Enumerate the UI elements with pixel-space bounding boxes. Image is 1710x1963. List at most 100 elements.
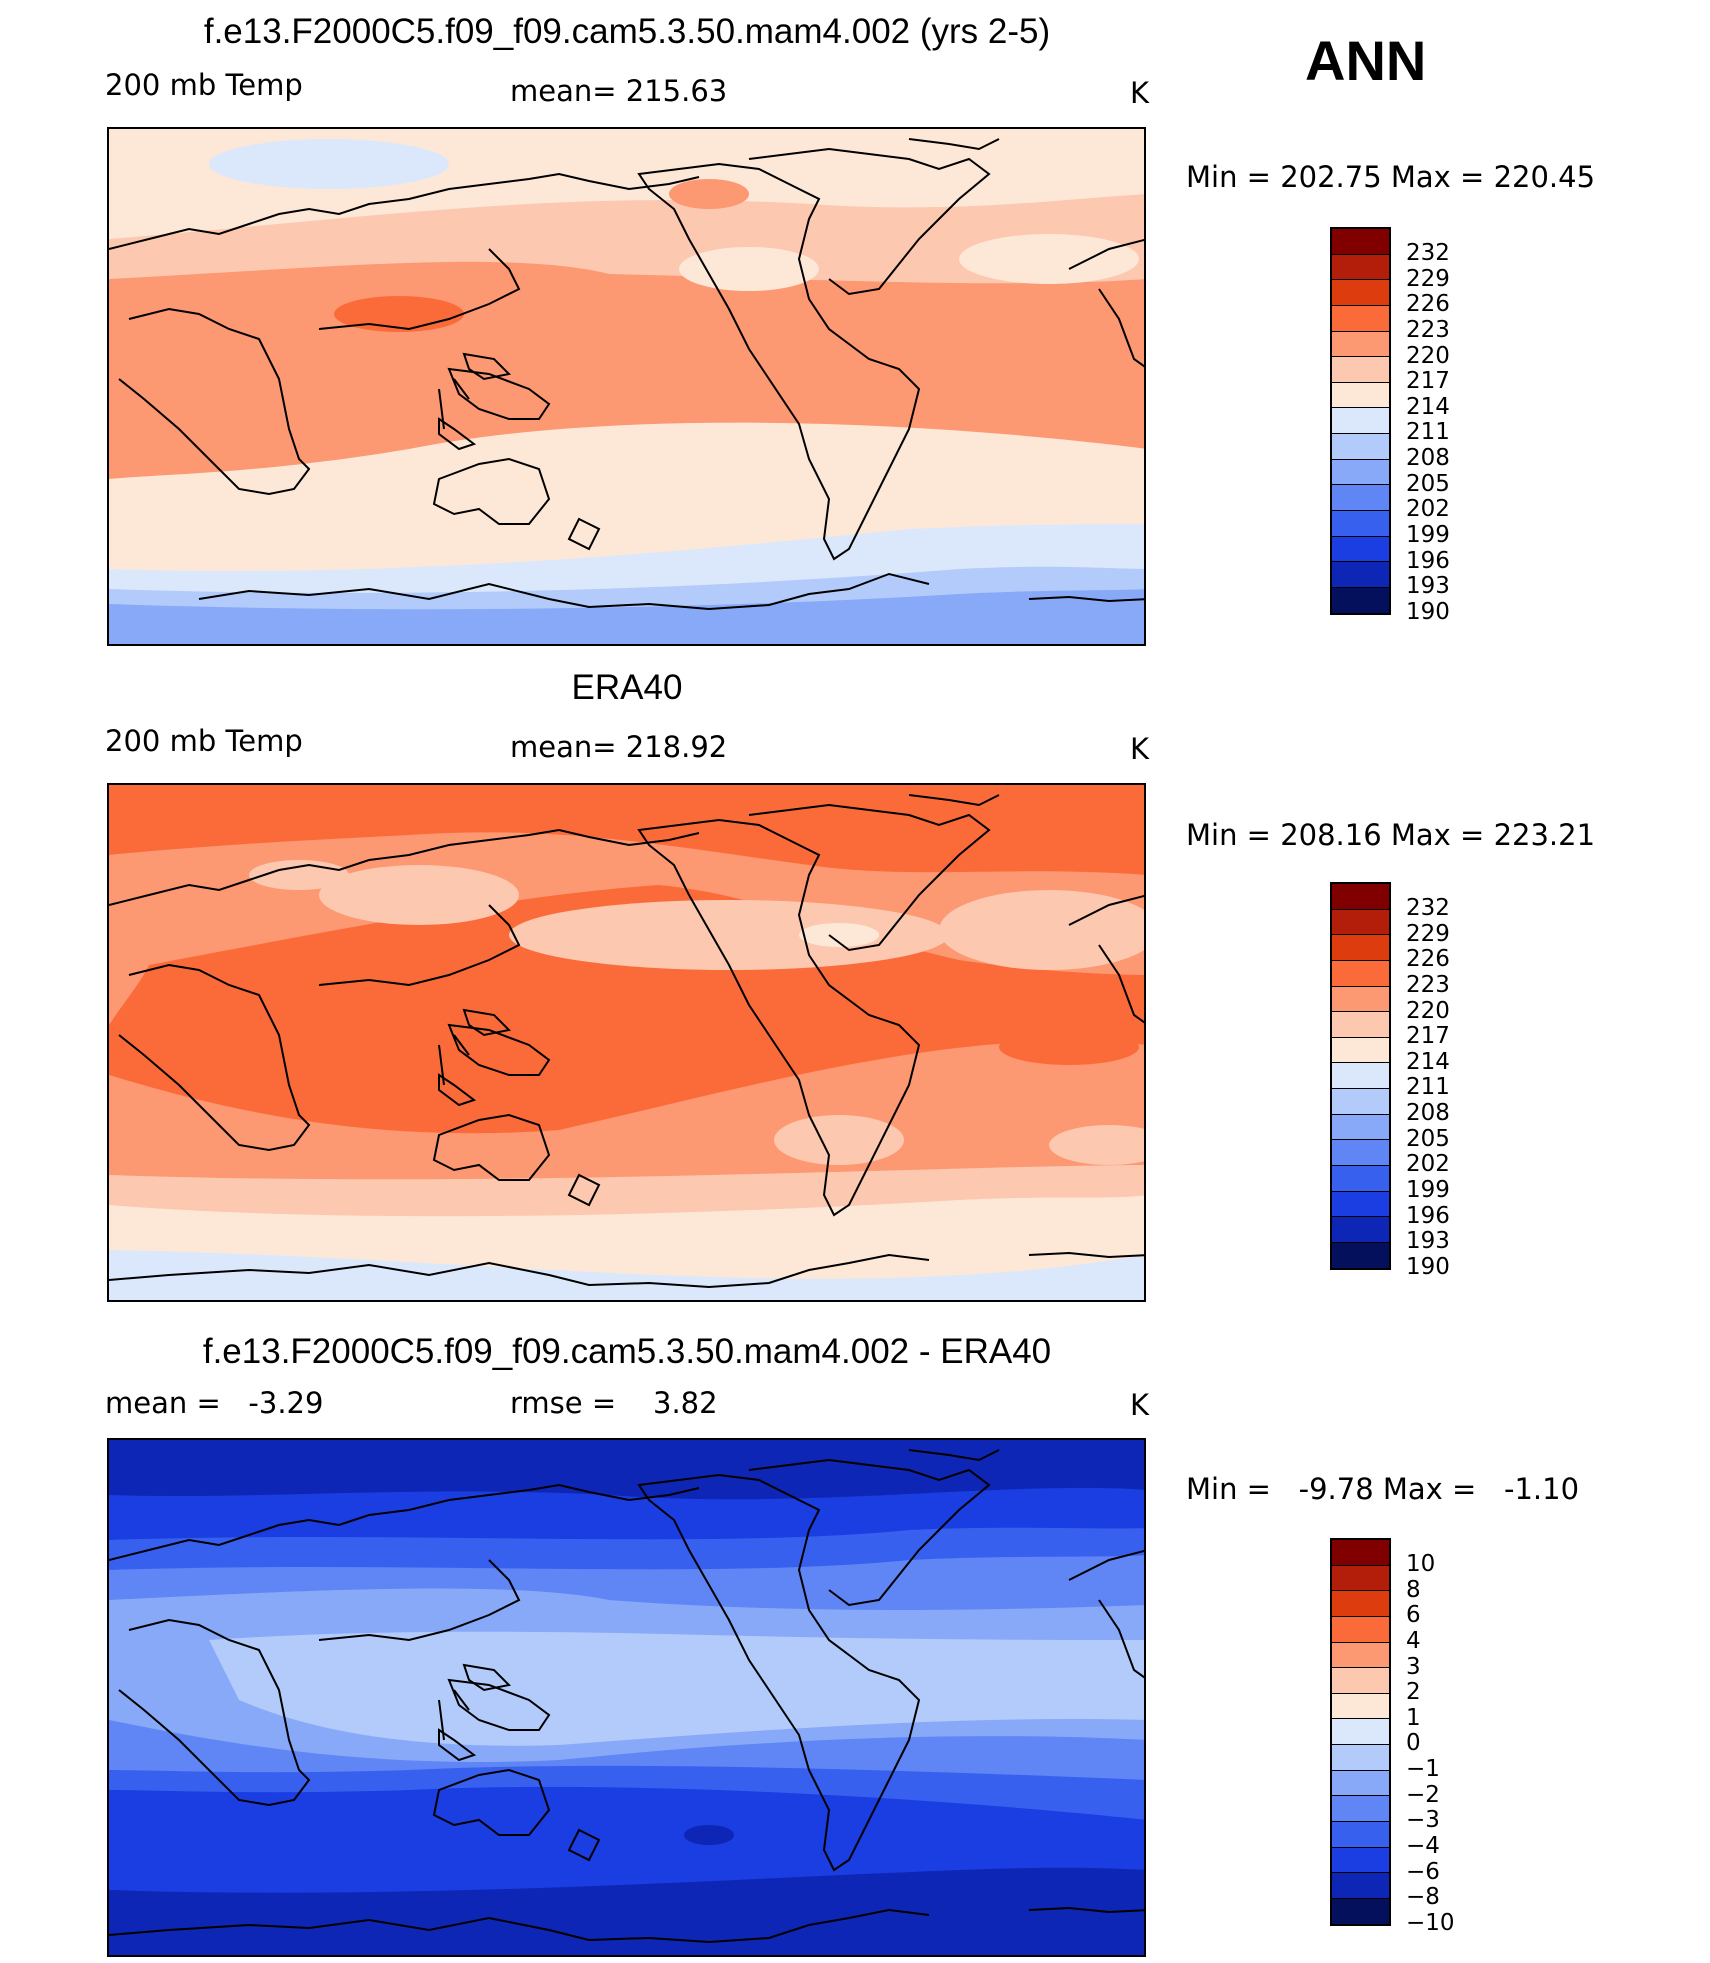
panel-1-band-211-atlantic (959, 234, 1139, 284)
panel-3-rmse-label: rmse = 3.82 (510, 1386, 718, 1420)
colorbar-tick-label: 193 (1406, 1228, 1450, 1255)
colorbar-tick-label: −3 (1406, 1807, 1440, 1834)
colorbar-tick-label: −4 (1406, 1832, 1440, 1859)
colorbar-swatch (1332, 562, 1389, 588)
colorbar-swatch (1332, 510, 1389, 537)
colorbar-swatch (1332, 536, 1389, 563)
colorbar-tick-label: 205 (1406, 1125, 1450, 1152)
panel-1-map-svg (109, 129, 1144, 644)
colorbar-swatch (1332, 1668, 1389, 1694)
panel-2-band-217-pacific (509, 900, 949, 970)
panel-1-title: f.e13.F2000C5.f09_f09.cam5.3.50.mam4.002… (203, 12, 1051, 51)
panel-3-colorbar (1330, 1538, 1391, 1927)
colorbar-swatch (1332, 357, 1389, 383)
colorbar-swatch (1332, 434, 1389, 460)
colorbar-swatch (1332, 909, 1389, 936)
panel-1-colorbar (1330, 227, 1391, 616)
colorbar-swatch (1332, 1063, 1389, 1089)
colorbar-tick-label: 214 (1406, 393, 1450, 420)
panel-2-band-217-atlantic (939, 890, 1144, 970)
panel-2-band-223-atlantic (999, 1029, 1139, 1065)
colorbar-swatch (1332, 1898, 1389, 1925)
colorbar-swatch (1332, 1693, 1389, 1720)
panel-3-coastlines (109, 1449, 1144, 1944)
colorbar-swatch (1332, 1165, 1389, 1192)
colorbar-swatch (1332, 1796, 1389, 1822)
panel-2-variable-label: 200 mb Temp (105, 724, 303, 758)
colorbar-tick-label: −1 (1406, 1756, 1440, 1782)
colorbar-swatch (1332, 1565, 1389, 1592)
panel-2-map (107, 783, 1146, 1302)
colorbar-swatch (1332, 1821, 1389, 1848)
colorbar-swatch (1332, 254, 1389, 281)
panel-3-band-minus-1 (209, 1631, 1144, 1746)
colorbar-tick-label: 196 (1406, 1202, 1450, 1229)
colorbar-swatch (1332, 935, 1389, 961)
colorbar-swatch (1332, 382, 1389, 409)
colorbar-tick-label: 226 (1406, 291, 1450, 318)
colorbar-tick-label: 232 (1406, 895, 1450, 921)
panel-1-unit-label: K (1130, 76, 1150, 110)
colorbar-swatch (1332, 459, 1389, 486)
colorbar-tick-label: 208 (1406, 1100, 1450, 1126)
panel-3-map-svg (109, 1440, 1144, 1955)
colorbar-tick-label: −8 (1406, 1884, 1440, 1911)
panel-2-mean-label: mean= 218.92 (510, 730, 728, 764)
colorbar-swatch (1332, 1540, 1389, 1566)
panel-2-band-208-south (109, 1250, 1144, 1300)
colorbar-tick-label: 229 (1406, 265, 1450, 292)
colorbar-tick-label: 205 (1406, 470, 1450, 497)
colorbar-tick-label: 202 (1406, 1151, 1450, 1178)
panel-1-coastlines (109, 138, 1144, 611)
panel-1-variable-label: 200 mb Temp (105, 68, 303, 102)
colorbar-tick-label: 217 (1406, 368, 1450, 395)
colorbar-tick-label: 211 (1406, 419, 1450, 446)
colorbar-swatch (1332, 1114, 1389, 1141)
panel-2-band-217-southatl (1049, 1125, 1144, 1165)
colorbar-tick-label: 2 (1406, 1679, 1421, 1706)
colorbar-tick-label: 199 (1406, 521, 1450, 548)
colorbar-tick-label: 1 (1406, 1704, 1421, 1731)
panel-3-band-minus-8-north (109, 1440, 1144, 1500)
panel-2-band-223-north (109, 785, 1144, 875)
colorbar-tick-label: 223 (1406, 316, 1450, 343)
colorbar-tick-label: 232 (1406, 240, 1450, 266)
colorbar-swatch (1332, 305, 1389, 332)
colorbar-tick-label: 4 (1406, 1627, 1421, 1654)
colorbar-tick-label: 8 (1406, 1576, 1421, 1603)
colorbar-swatch (1332, 1847, 1389, 1874)
colorbar-swatch (1332, 1037, 1389, 1064)
colorbar-tick-label: −10 (1406, 1909, 1455, 1936)
colorbar-swatch (1332, 1242, 1389, 1269)
colorbar-swatch (1332, 986, 1389, 1013)
colorbar-tick-label: −2 (1406, 1781, 1440, 1808)
panel-1-minmax-label: Min = 202.75 Max = 220.45 (1186, 160, 1596, 194)
colorbar-swatch (1332, 1770, 1389, 1797)
panel-2-colorbar (1330, 882, 1391, 1271)
colorbar-tick-label: 3 (1406, 1653, 1421, 1680)
colorbar-tick-label: 229 (1406, 920, 1450, 947)
colorbar-tick-label: 220 (1406, 342, 1450, 369)
colorbar-tick-label: 202 (1406, 496, 1450, 523)
panel-1-band-211-pacific (679, 247, 819, 291)
panel-2-map-svg (109, 785, 1144, 1300)
colorbar-tick-label: 196 (1406, 547, 1450, 574)
colorbar-swatch (1332, 1217, 1389, 1243)
panel-2-coastlines (109, 794, 1144, 1289)
colorbar-swatch (1332, 331, 1389, 358)
panel-2-band-217-asia (319, 865, 519, 925)
colorbar-swatch (1332, 1089, 1389, 1115)
panel-3-band-minus-8-spot (684, 1825, 734, 1845)
panel-2-unit-label: K (1130, 732, 1150, 766)
panel-1-band-220-alaska (669, 179, 749, 209)
colorbar-swatch (1332, 1873, 1389, 1899)
panel-3-mean-label: mean = -3.29 (105, 1386, 324, 1420)
panel-2-band-214-pacific (799, 923, 879, 947)
colorbar-tick-label: 190 (1406, 1253, 1450, 1280)
colorbar-swatch (1332, 1140, 1389, 1166)
colorbar-tick-label: 208 (1406, 445, 1450, 471)
colorbar-swatch (1332, 587, 1389, 614)
colorbar-tick-label: 199 (1406, 1176, 1450, 1203)
colorbar-tick-label: 211 (1406, 1074, 1450, 1101)
panel-2-minmax-label: Min = 208.16 Max = 223.21 (1186, 818, 1596, 852)
